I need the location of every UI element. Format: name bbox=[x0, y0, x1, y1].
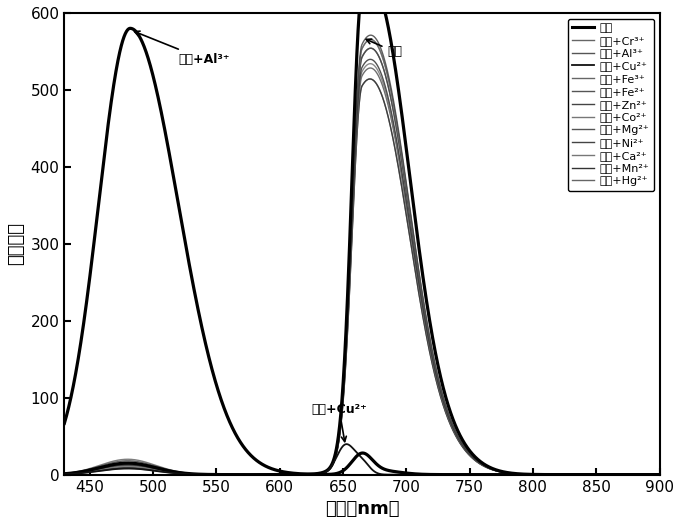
Y-axis label: 荧光强度: 荧光强度 bbox=[7, 222, 25, 265]
X-axis label: 波长（nm）: 波长（nm） bbox=[325, 500, 399, 518]
Text: 碳点: 碳点 bbox=[366, 39, 402, 58]
Text: 碳点+Cu²⁺: 碳点+Cu²⁺ bbox=[311, 403, 367, 442]
Legend: 碳点, 碳点+Cr³⁺, 碳点+Al³⁺, 碳点+Cu²⁺, 碳点+Fe³⁺, 碳点+Fe²⁺, 碳点+Zn²⁺, 碳点+Co²⁺, 碳点+Mg²⁺, 碳点+N: 碳点, 碳点+Cr³⁺, 碳点+Al³⁺, 碳点+Cu²⁺, 碳点+Fe³⁺, … bbox=[567, 18, 654, 191]
Text: 碳点+Al³⁺: 碳点+Al³⁺ bbox=[135, 31, 229, 66]
